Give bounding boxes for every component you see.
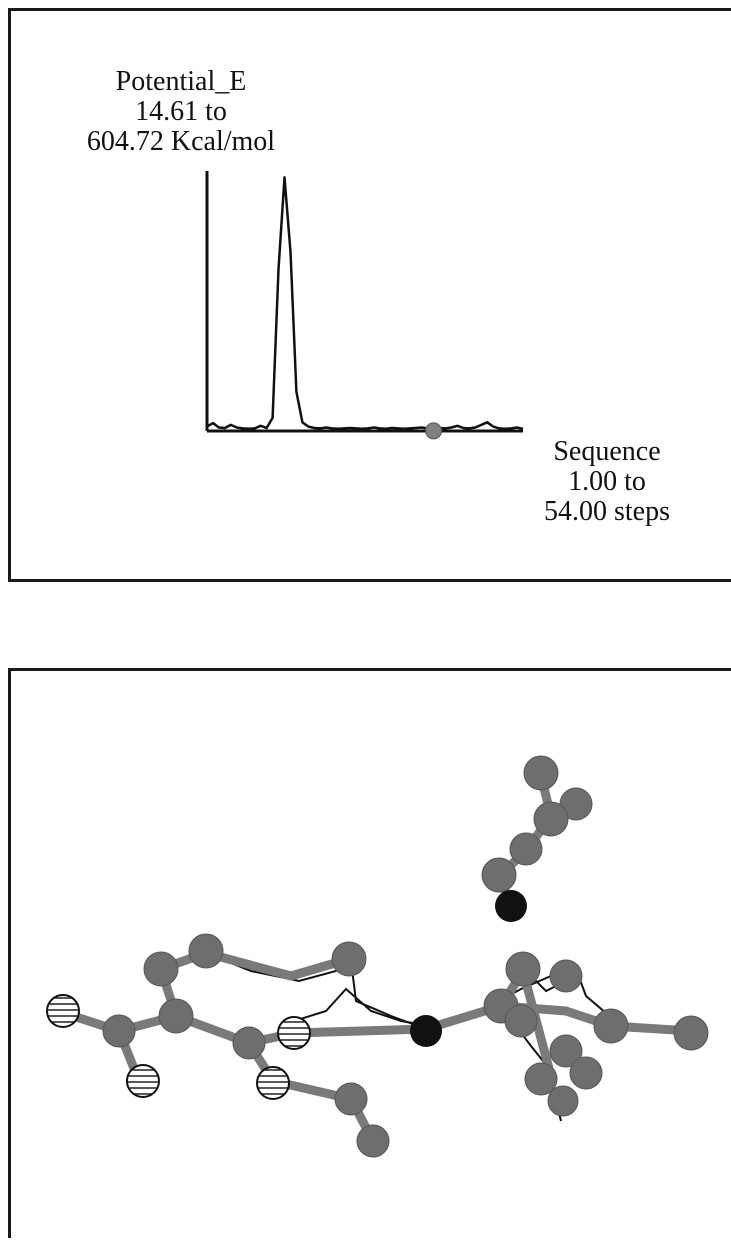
oxygen-atom[interactable] [257,1067,289,1099]
carbon-atom[interactable] [482,858,516,892]
nitrogen-atom[interactable] [410,1015,442,1047]
carbon-atom[interactable] [357,1125,389,1157]
carbon-atom[interactable] [524,756,558,790]
molecule-structure-view[interactable] [11,671,731,1241]
carbon-atom[interactable] [534,802,568,836]
carbon-atom[interactable] [548,1086,578,1116]
carbon-atom[interactable] [674,1016,708,1050]
oxygen-atom[interactable] [127,1065,159,1097]
carbon-atom[interactable] [159,999,193,1033]
carbon-atom[interactable] [506,952,540,986]
atoms [103,756,708,1157]
oxygen-atom[interactable] [47,995,79,1027]
carbon-atom[interactable] [594,1009,628,1043]
wire-bond-path [294,989,431,1026]
oxygen-atom[interactable] [278,1017,310,1049]
energy-series [207,177,523,438]
energy-trace-line [207,177,523,428]
carbon-atom[interactable] [550,960,582,992]
carbon-atom[interactable] [189,934,223,968]
energy-line-chart [11,11,731,585]
bond [294,1029,426,1033]
carbon-atom[interactable] [332,942,366,976]
carbon-atom[interactable] [144,952,178,986]
energy-plot-panel: Potential_E 14.61 to 604.72 Kcal/mol Seq… [8,8,731,582]
carbon-atom[interactable] [505,1005,537,1037]
current-step-marker[interactable] [426,423,442,439]
carbon-atom[interactable] [510,833,542,865]
nitrogen-atom[interactable] [495,890,527,922]
carbon-atom[interactable] [570,1057,602,1089]
carbon-atom[interactable] [335,1083,367,1115]
carbon-atom[interactable] [233,1027,265,1059]
molecule-viewer-panel[interactable] [8,668,731,1238]
carbon-atom[interactable] [103,1015,135,1047]
